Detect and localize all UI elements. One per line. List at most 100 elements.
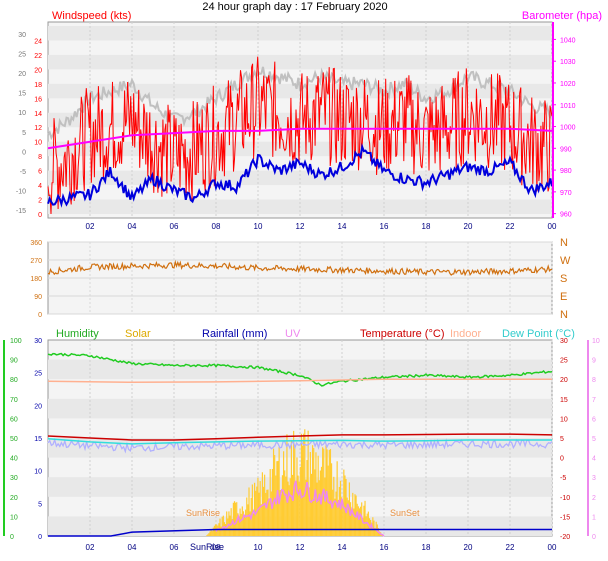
compass-label: W [560, 255, 571, 267]
uv-tick-label: 4 [592, 456, 596, 463]
temp-tick-label: 25 [560, 358, 568, 365]
wind-tick-label: 20 [34, 67, 42, 74]
grid-band [48, 26, 552, 41]
dir-tick-label: 0 [38, 312, 42, 319]
x-tick-label: 10 [254, 222, 263, 231]
temp-tick-label: 20 [560, 377, 568, 384]
x-tick-label: 02 [86, 543, 95, 552]
dir-tick-label: 270 [30, 258, 42, 265]
x-tick-label: 22 [506, 543, 515, 552]
uv-tick-label: 1 [592, 514, 596, 521]
uv-tick-label: 7 [592, 397, 596, 404]
dir-tick-label: 90 [34, 294, 42, 301]
uv-tick-label: 0 [592, 534, 596, 541]
x-tick-label: 16 [380, 222, 389, 231]
indoor-line [47, 378, 552, 384]
x-tick-label: 10 [254, 543, 263, 552]
compass-label: N [560, 309, 568, 321]
x-tick-label: 12 [296, 222, 305, 231]
wind-tick-label: 10 [34, 140, 42, 147]
gust-line [47, 66, 553, 141]
rain-tick-label: 20 [34, 403, 42, 410]
uv-line [215, 480, 385, 537]
temp-tick-label: 5 [22, 130, 26, 137]
baro-tick-label: 1010 [560, 103, 576, 110]
rain-tick-label: 30 [34, 338, 42, 345]
temp-tick-label: 0 [22, 149, 26, 156]
temp-tick-label: -15 [16, 208, 26, 215]
x-tick-label: 06 [170, 543, 179, 552]
humidity-tick-label: 30 [10, 475, 18, 482]
wind-tick-label: 8 [38, 154, 42, 161]
x-tick-label: 20 [464, 543, 473, 552]
baro-tick-label: 960 [560, 212, 572, 219]
temperature-line [47, 433, 553, 441]
uv-tick-label: 8 [592, 377, 596, 384]
x-tick-label: 00 [548, 222, 557, 231]
humidity-line [47, 352, 553, 387]
temp-tick-label: -10 [560, 495, 570, 502]
baro-tick-label: 1000 [560, 125, 576, 132]
wind-label: Windspeed (kts) [52, 10, 131, 22]
temp-blue-line [47, 142, 553, 208]
x-tick-label: 16 [380, 543, 389, 552]
temp-tick-label: 20 [18, 71, 26, 78]
temp-tick-label: 15 [560, 397, 568, 404]
wind-tick-label: 14 [34, 111, 42, 118]
sunrise-label: SunRise [186, 508, 220, 518]
wind-direction-line [47, 259, 553, 277]
x-tick-label: 08 [212, 543, 221, 552]
x-tick-label: 08 [212, 222, 221, 231]
x-tick-label: 12 [296, 543, 305, 552]
uv-tick-label: 2 [592, 495, 596, 502]
temp-tick-label: 10 [18, 110, 26, 117]
rain-tick-label: 0 [38, 534, 42, 541]
barometer-line [47, 127, 553, 150]
temp-tick-label: -5 [560, 475, 566, 482]
sunrise-axis-label: SunRise [190, 542, 224, 552]
windspeed-line [47, 56, 553, 215]
wind-tick-label: 12 [34, 125, 42, 132]
sunset-label: SunSet [390, 508, 420, 518]
baro-tick-label: 980 [560, 168, 572, 175]
wind-tick-label: 24 [34, 38, 42, 45]
baro-tick-label: 970 [560, 190, 572, 197]
humidity-tick-label: 60 [10, 416, 18, 423]
rainfall-label: Rainfall (mm) [202, 328, 267, 340]
uv-tick-label: 10 [592, 338, 600, 345]
humidity-tick-label: 90 [10, 358, 18, 365]
x-tick-label: 04 [128, 222, 137, 231]
temperature-label: Temperature (°C) [360, 328, 444, 340]
temp-tick-label: -20 [560, 534, 570, 541]
uv-tick-label: 3 [592, 475, 596, 482]
dir-tick-label: 180 [30, 276, 42, 283]
humidity-tick-label: 50 [10, 436, 18, 443]
humidity-label: Humidity [56, 328, 99, 340]
wind-tick-label: 6 [38, 169, 42, 176]
humidity-tick-label: 20 [10, 495, 18, 502]
wind-tick-label: 0 [38, 212, 42, 219]
temp-tick-label: -15 [560, 514, 570, 521]
temp-tick-label: 10 [560, 416, 568, 423]
baro-label: Barometer (hpa) [522, 10, 602, 22]
baro-tick-label: 990 [560, 146, 572, 153]
temp-tick-label: -5 [20, 169, 26, 176]
compass-label: E [560, 291, 567, 303]
compass-label: N [560, 237, 568, 249]
rain-tick-label: 10 [34, 469, 42, 476]
indoor-label: Indoor [450, 328, 482, 340]
humidity-tick-label: 0 [10, 534, 14, 541]
uv-tick-label: 5 [592, 436, 596, 443]
x-tick-label: 06 [170, 222, 179, 231]
x-tick-label: 02 [86, 222, 95, 231]
x-tick-label: 14 [338, 543, 347, 552]
wind-tick-label: 4 [38, 183, 42, 190]
compass-label: S [560, 273, 567, 285]
temp-tick-label: 30 [560, 338, 568, 345]
wind-tick-label: 22 [34, 53, 42, 60]
rain-tick-label: 5 [38, 501, 42, 508]
humidity-tick-label: 70 [10, 397, 18, 404]
wind-tick-label: 16 [34, 96, 42, 103]
wind-tick-label: 18 [34, 82, 42, 89]
